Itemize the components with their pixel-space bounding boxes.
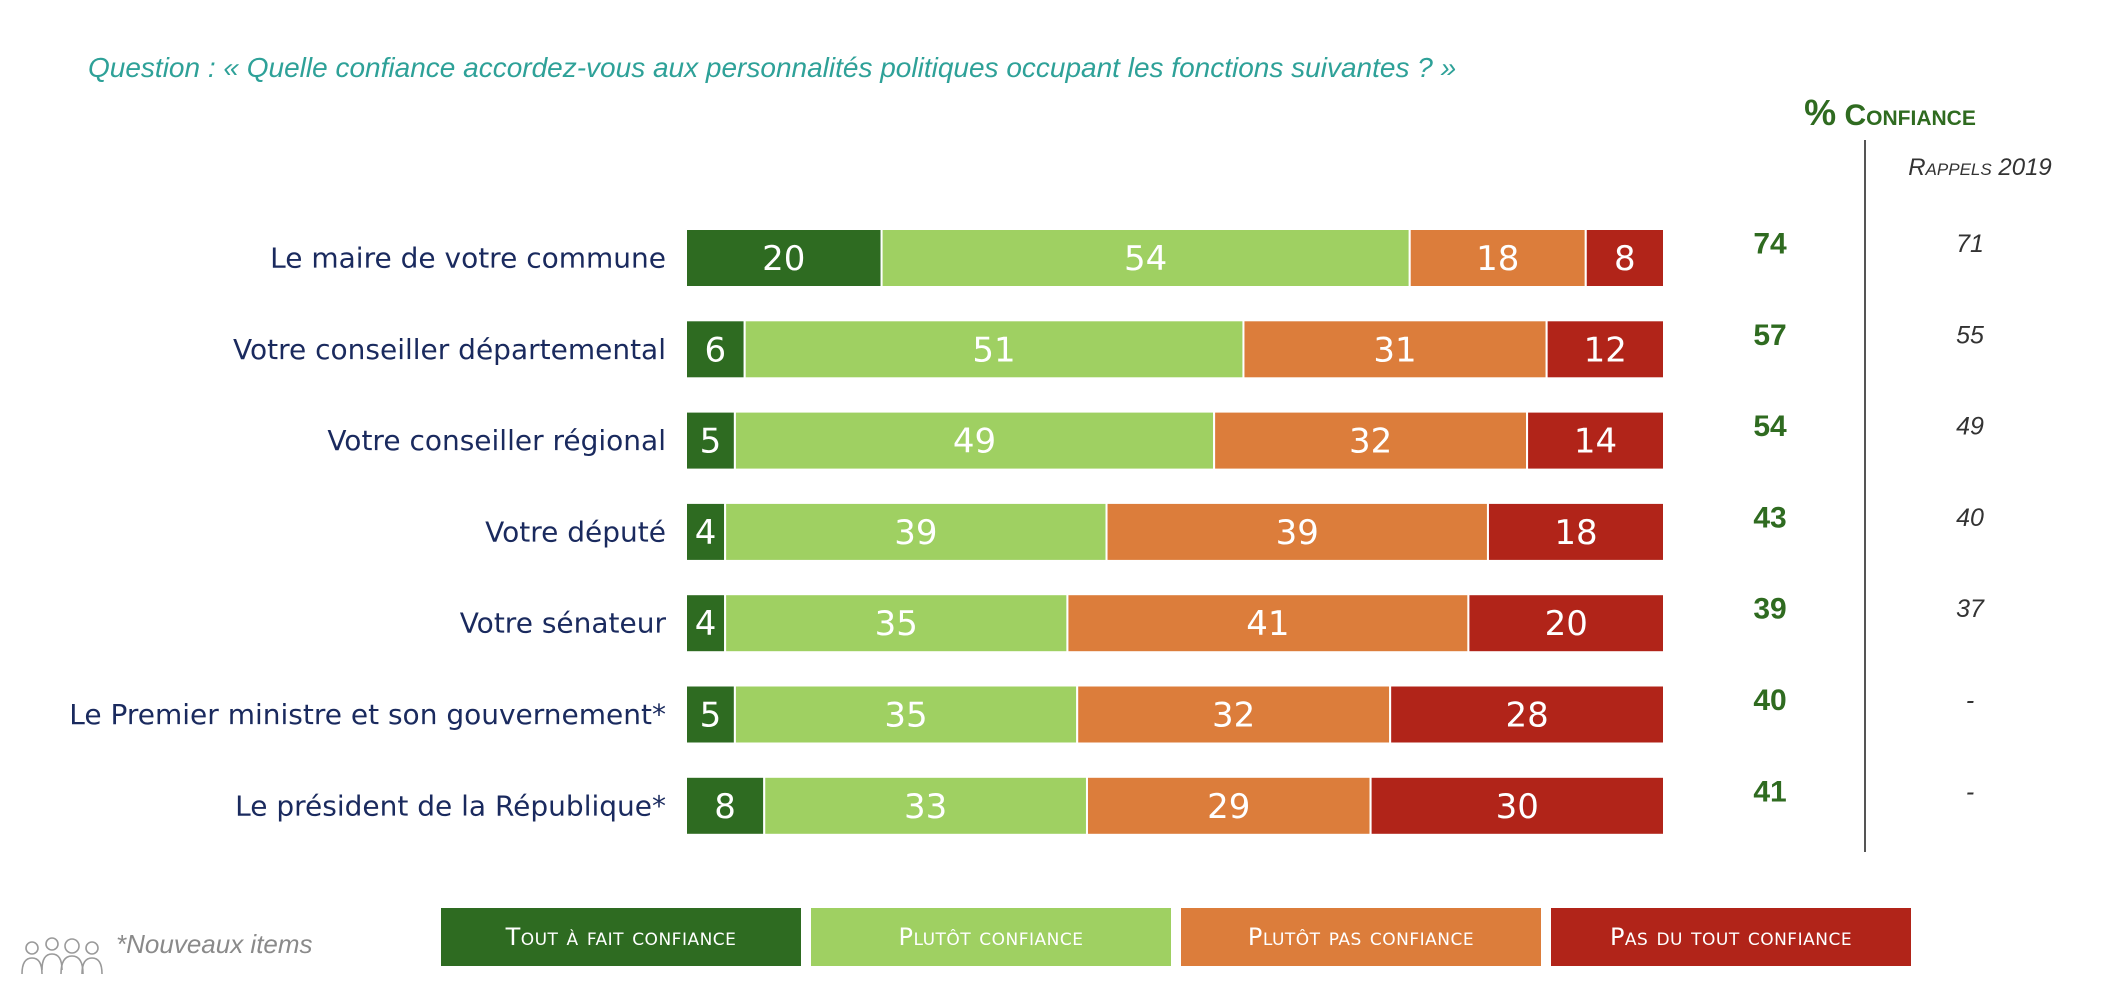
bar-segment <box>685 501 727 562</box>
bar-segment <box>763 775 1088 836</box>
rappel-2019-value: 37 <box>1956 595 1985 623</box>
rappel-2019-value: - <box>1966 687 1974 715</box>
row-label: Votre sénateur <box>460 607 667 640</box>
bar-value-label: 39 <box>894 513 937 553</box>
legend-item: Plutôt confiance <box>811 908 1171 966</box>
bar-value-label: 20 <box>762 239 805 279</box>
bar-segment <box>1066 593 1470 654</box>
bar-segment <box>1486 501 1665 562</box>
bar-segment <box>733 410 1216 471</box>
bar-segment <box>1085 775 1372 836</box>
confidence-value: 74 <box>1753 228 1787 261</box>
bar-segment <box>724 593 1069 654</box>
bar-value-label: 33 <box>904 787 947 827</box>
rappel-2019-value: 40 <box>1956 504 1984 532</box>
rappel-2019-value: 71 <box>1956 230 1984 258</box>
bar-value-label: 4 <box>695 604 717 644</box>
rappels-2019-header: Rappels 2019 <box>1880 154 2080 182</box>
bar-value-label: 35 <box>884 696 927 736</box>
row-label: Le maire de votre commune <box>270 242 666 275</box>
bar-segment <box>685 319 746 380</box>
bar-segment <box>1467 593 1666 654</box>
bar-segment <box>1545 319 1666 380</box>
bar-segment <box>1213 410 1529 471</box>
confidence-column-header: % Confiance <box>1760 92 2020 134</box>
row-label: Le président de la République* <box>235 789 666 822</box>
rappel-2019-value: 55 <box>1956 321 1984 349</box>
bar-value-label: 20 <box>1545 604 1588 644</box>
bar-segment <box>1526 410 1665 471</box>
bar-segment <box>685 228 883 288</box>
bar-value-label: 18 <box>1554 513 1597 553</box>
bar-value-label: 8 <box>714 787 736 827</box>
bar-segment <box>1105 501 1489 562</box>
bar-value-label: 31 <box>1373 330 1416 370</box>
bar-value-label: 29 <box>1207 787 1250 827</box>
bar-value-label: 51 <box>972 330 1015 370</box>
bar-value-label: 6 <box>705 330 727 370</box>
bar-value-label: 8 <box>1614 239 1636 279</box>
confidence-value: 54 <box>1753 410 1787 443</box>
bar-value-label: 32 <box>1349 422 1392 462</box>
bar-segment <box>1408 228 1587 288</box>
confidence-value: 57 <box>1753 319 1786 352</box>
rappels-header-label: Rappels 2019 <box>1908 154 2052 181</box>
bar-value-label: 35 <box>875 604 918 644</box>
bar-value-label: 5 <box>700 696 722 736</box>
bar-value-label: 5 <box>700 422 722 462</box>
confidence-value: 39 <box>1753 593 1786 626</box>
bar-value-label: 39 <box>1276 513 1319 553</box>
bar-value-label: 28 <box>1505 696 1548 736</box>
bar-value-label: 30 <box>1496 787 1539 827</box>
bar-value-label: 12 <box>1584 330 1627 370</box>
bar-segment <box>1584 228 1666 288</box>
row-label: Votre conseiller départemental <box>233 333 666 366</box>
chart-legend: Tout à fait confiance Plutôt confiance Plu… <box>441 908 1911 966</box>
row-label: Votre député <box>485 515 666 548</box>
bar-value-label: 49 <box>953 422 996 462</box>
bar-segment <box>1369 775 1665 836</box>
bar-segment <box>1389 684 1666 745</box>
row-label: Le Premier ministre et son gouvernement* <box>69 698 666 731</box>
confidence-value: 41 <box>1753 775 1786 808</box>
bar-value-label: 32 <box>1212 696 1255 736</box>
bar-value-label: 54 <box>1124 239 1167 279</box>
bar-segment <box>685 410 736 471</box>
confidence-value: 43 <box>1753 501 1786 534</box>
people-group-icon <box>21 937 103 975</box>
legend-item: Tout à fait confiance <box>441 908 801 966</box>
legend-item: Plutôt pas confiance <box>1181 908 1541 966</box>
stacked-bar-chart: Le maire de votre commune 20 54 18 8 74 71Votr… <box>69 228 1985 836</box>
row-label: Votre conseiller régional <box>327 424 666 457</box>
column-divider <box>1864 140 1866 852</box>
rappel-2019-value: - <box>1966 778 1974 806</box>
bar-value-label: 18 <box>1476 239 1519 279</box>
bar-value-label: 41 <box>1246 604 1289 644</box>
rappel-2019-value: 49 <box>1956 413 1984 441</box>
bar-value-label: 4 <box>695 513 717 553</box>
legend-item: Pas du tout confiance <box>1551 908 1911 966</box>
footnote-new-items: *Nouveaux items <box>116 929 313 959</box>
question-text: Question : « Quelle confiance accordez-v… <box>88 52 1457 83</box>
confidence-value: 40 <box>1753 684 1786 717</box>
bar-segment <box>1242 319 1548 380</box>
bar-value-label: 14 <box>1574 422 1617 462</box>
percent-sign: % <box>1804 92 1837 133</box>
confidence-header-label: Confiance <box>1844 99 1976 132</box>
